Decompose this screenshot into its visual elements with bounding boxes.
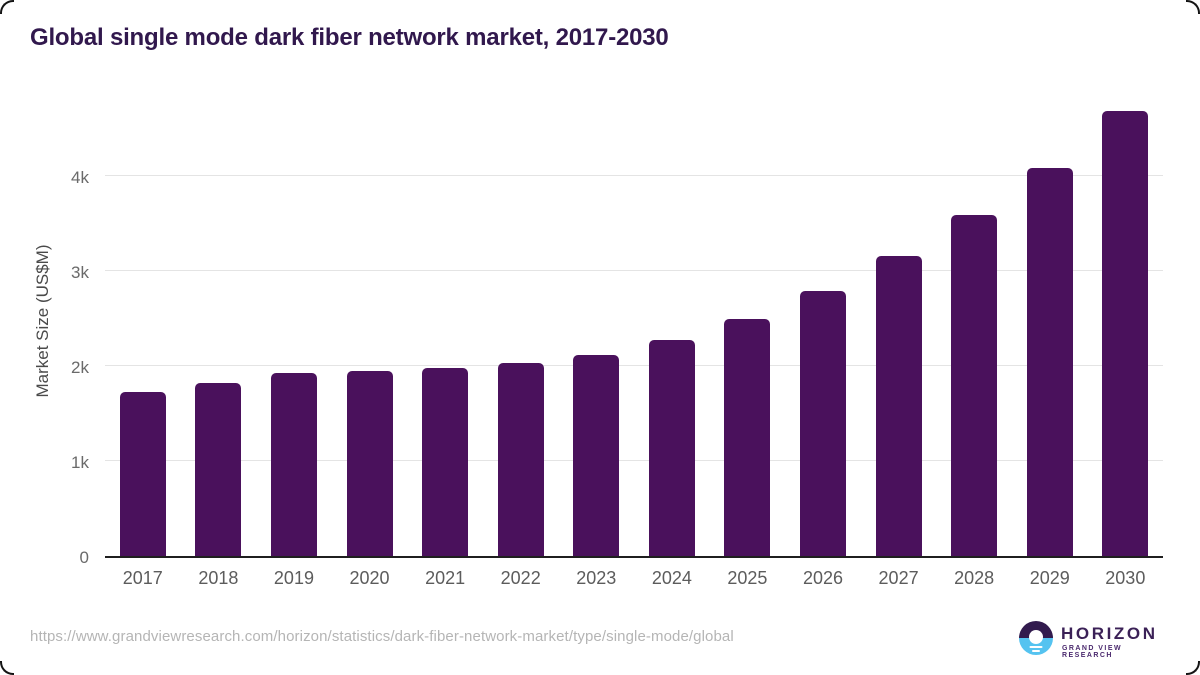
bar-2022[interactable] bbox=[497, 362, 544, 556]
x-axis-label-2030: 2030 bbox=[1105, 568, 1146, 588]
y-tick-label-0: 0 bbox=[79, 548, 89, 567]
x-axis-label-2028: 2028 bbox=[954, 568, 995, 588]
x-axis-label-2021: 2021 bbox=[425, 568, 466, 588]
bar-slot-2020 bbox=[332, 88, 408, 556]
corner-border-top-left bbox=[0, 0, 14, 14]
bar-2019[interactable] bbox=[270, 372, 317, 556]
x-axis-labels: 2017 2018 2019 2020 2021 2022 2023 2024 2025 2026… bbox=[105, 568, 1163, 589]
x-axis-label-2026: 2026 bbox=[802, 568, 844, 588]
y-axis-ticks: 0 1k 2k 3k 4k bbox=[0, 88, 89, 567]
bar-2026[interactable] bbox=[799, 291, 846, 556]
bar-slot-2022 bbox=[483, 88, 559, 556]
water-ripple bbox=[1029, 646, 1043, 648]
x-axis-label-2019: 2019 bbox=[273, 568, 314, 588]
x-axis-label-2017: 2017 bbox=[122, 568, 163, 588]
x-axis-label-2027: 2027 bbox=[878, 568, 919, 588]
page-title: Global single mode dark fiber network ma… bbox=[30, 24, 669, 51]
gridline-2k bbox=[105, 365, 1163, 367]
logo-brand-subtitle: GRAND VIEW RESEARCH bbox=[1062, 645, 1122, 659]
x-axis-label-2023: 2023 bbox=[576, 568, 617, 588]
bars-container bbox=[105, 88, 1163, 556]
bar-slot-2023 bbox=[558, 88, 634, 556]
bar-2029[interactable] bbox=[1026, 167, 1073, 556]
plot-area bbox=[105, 88, 1163, 558]
bar-slot-2025 bbox=[710, 88, 786, 556]
bar-2018[interactable] bbox=[195, 382, 242, 556]
bar-slot-2028 bbox=[936, 88, 1012, 556]
bar-2023[interactable] bbox=[573, 355, 620, 556]
horizon-logo: HORIZON GRAND VIEW RESEARCH bbox=[1019, 620, 1159, 660]
gridline-3k bbox=[105, 270, 1163, 272]
horizon-sunset-icon bbox=[1019, 621, 1053, 655]
bar-slot-2030 bbox=[1088, 88, 1164, 556]
logo-brand-name: HORIZON bbox=[1061, 624, 1158, 643]
bar-2027[interactable] bbox=[875, 256, 922, 556]
source-url: https://www.grandviewresearch.com/horizo… bbox=[30, 628, 734, 645]
bar-2017[interactable] bbox=[119, 391, 166, 556]
bar-slot-2024 bbox=[634, 88, 710, 556]
bar-slot-2018 bbox=[181, 88, 257, 556]
bar-slot-2017 bbox=[105, 88, 181, 556]
bar-2028[interactable] bbox=[951, 214, 998, 556]
y-tick-label-2k: 2k bbox=[71, 358, 89, 378]
bar-2030[interactable] bbox=[1102, 111, 1149, 556]
x-axis-label-2020: 2020 bbox=[349, 568, 390, 588]
bar-2024[interactable] bbox=[648, 340, 695, 556]
y-tick-label-4k: 4k bbox=[71, 168, 89, 188]
x-axis-label-2025: 2025 bbox=[727, 568, 768, 588]
bar-slot-2021 bbox=[407, 88, 483, 556]
sun-shape bbox=[1029, 630, 1043, 644]
x-axis-label-2022: 2022 bbox=[500, 568, 541, 588]
bar-slot-2029 bbox=[1012, 88, 1088, 556]
bar-2020[interactable] bbox=[346, 370, 393, 556]
x-axis-label-2024: 2024 bbox=[651, 568, 692, 588]
bar-slot-2019 bbox=[256, 88, 332, 556]
bar-2025[interactable] bbox=[724, 319, 771, 556]
corner-border-bottom-left bbox=[0, 661, 14, 675]
x-axis-label-2029: 2029 bbox=[1029, 568, 1070, 588]
corner-border-top-right bbox=[1186, 0, 1200, 14]
bar-slot-2027 bbox=[861, 88, 937, 556]
water-ripple bbox=[1032, 650, 1040, 652]
bar-slot-2026 bbox=[785, 88, 861, 556]
x-axis-label-2018: 2018 bbox=[198, 568, 239, 588]
bar-2021[interactable] bbox=[422, 367, 469, 556]
corner-border-bottom-right bbox=[1186, 661, 1200, 675]
gridline-4k bbox=[105, 175, 1163, 177]
gridline-1k bbox=[105, 460, 1163, 462]
y-tick-label-3k: 3k bbox=[71, 263, 89, 283]
y-tick-label-1k: 1k bbox=[71, 453, 89, 473]
